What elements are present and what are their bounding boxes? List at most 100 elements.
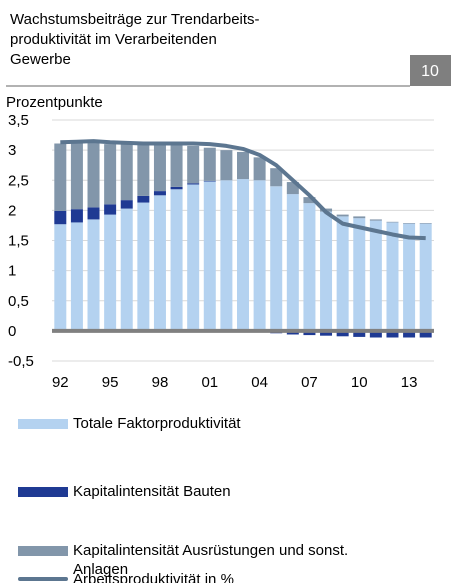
bar-segment bbox=[70, 209, 83, 223]
bar-segment bbox=[187, 183, 200, 185]
legend-swatch bbox=[18, 577, 68, 581]
line bbox=[60, 139, 426, 241]
title-line: Wachstumsbeiträge zur Trendarbeits- bbox=[10, 11, 260, 28]
bar-segment bbox=[386, 221, 399, 223]
bar-segment bbox=[220, 180, 233, 331]
x-tick-label: 07 bbox=[301, 374, 318, 391]
bar-segment bbox=[237, 179, 249, 331]
x-tick-label: 92 bbox=[52, 374, 69, 391]
legend-label: Kapitalintensität Bauten bbox=[73, 483, 231, 500]
bar-segment bbox=[369, 219, 382, 221]
legend-swatch bbox=[18, 546, 68, 556]
bar-segment bbox=[137, 144, 150, 196]
title-line: Gewerbe bbox=[10, 51, 71, 68]
bar-segment bbox=[170, 189, 183, 331]
bar-segment bbox=[137, 202, 150, 331]
legend-item: Arbeitsproduktivität in % bbox=[18, 570, 438, 583]
bar-segment bbox=[153, 191, 166, 196]
bar-segment bbox=[137, 195, 150, 203]
bar-segment bbox=[353, 216, 366, 219]
bar-segment bbox=[286, 194, 299, 331]
bar-segment bbox=[369, 220, 382, 331]
bar-segment bbox=[220, 150, 233, 181]
y-tick-label: 2,5 bbox=[8, 172, 29, 189]
x-tick-label: 95 bbox=[102, 374, 119, 391]
bar-segment bbox=[170, 144, 183, 187]
legend-item: Kapitalintensität Bauten bbox=[18, 482, 438, 501]
bar-segment bbox=[303, 197, 316, 204]
bar-segment bbox=[153, 144, 166, 192]
bar-segment bbox=[386, 222, 399, 331]
y-tick-label: 1,5 bbox=[8, 233, 29, 250]
bar-segment bbox=[320, 330, 333, 336]
bar-segment bbox=[203, 181, 216, 331]
bar-segment bbox=[153, 195, 166, 331]
bar-segment bbox=[369, 330, 382, 338]
bar-segment bbox=[303, 330, 316, 336]
bar-segment bbox=[336, 216, 349, 331]
bar-segment bbox=[270, 186, 283, 331]
bar-segment bbox=[203, 147, 216, 181]
y-tick-label: 3 bbox=[8, 142, 16, 159]
legend-item: Totale Faktorproduktivität bbox=[18, 414, 438, 433]
bar-segment bbox=[353, 218, 366, 331]
bar-segment bbox=[237, 151, 249, 180]
bar-segment bbox=[403, 330, 416, 338]
x-tick-label: 13 bbox=[401, 374, 418, 391]
legend-swatch bbox=[18, 419, 68, 429]
bar-segment bbox=[353, 330, 366, 337]
bar-segment bbox=[104, 144, 117, 205]
bar-segment bbox=[386, 330, 399, 338]
bar-segment bbox=[70, 142, 83, 210]
bar-segment bbox=[54, 210, 67, 225]
bar-segment bbox=[120, 208, 133, 331]
y-axis-label: Prozentpunkte bbox=[6, 94, 103, 111]
bar-segment bbox=[70, 222, 83, 331]
bar-segment bbox=[187, 145, 200, 184]
bar-segment bbox=[419, 330, 432, 338]
bar-segment bbox=[120, 144, 133, 201]
bar-segment bbox=[54, 224, 67, 331]
legend-swatch bbox=[18, 487, 68, 497]
bar-segment bbox=[170, 186, 183, 190]
bar-segment bbox=[403, 223, 416, 331]
x-tick-label: 10 bbox=[351, 374, 368, 391]
bar-segment bbox=[336, 214, 349, 217]
bar-segment bbox=[253, 157, 266, 181]
badge-box bbox=[410, 55, 451, 86]
y-tick-label: 0 bbox=[8, 323, 16, 340]
legend-label: Totale Faktorproduktivität bbox=[73, 415, 241, 432]
x-tick-label: 01 bbox=[201, 374, 218, 391]
legend-label: Arbeitsproduktivität in % bbox=[73, 571, 234, 583]
bar-segment bbox=[403, 223, 416, 224]
bar-segment bbox=[336, 330, 349, 337]
chart: Wachstumsbeiträge zur Trendarbeits- prod… bbox=[6, 11, 451, 391]
bar-segment bbox=[303, 203, 316, 331]
bar-segment bbox=[203, 180, 216, 182]
bar-segment bbox=[104, 214, 117, 331]
bar-segment bbox=[120, 200, 133, 209]
bar-segment bbox=[253, 180, 266, 331]
y-tick-label: -0,5 bbox=[8, 353, 34, 370]
bar-segment bbox=[104, 204, 117, 215]
bar-segment bbox=[87, 219, 100, 331]
bar-segment bbox=[270, 168, 283, 187]
bar-segment bbox=[54, 143, 67, 211]
bar-segment bbox=[87, 142, 100, 208]
y-tick-label: 2 bbox=[8, 202, 16, 219]
bar-segment bbox=[87, 207, 100, 220]
legend: Totale Faktorproduktivität Kapitalintensi… bbox=[0, 400, 451, 583]
badge: 10 bbox=[421, 63, 439, 80]
bar-segment bbox=[419, 223, 432, 224]
x-tick-label: 04 bbox=[251, 374, 268, 391]
y-tick-label: 1 bbox=[8, 263, 16, 280]
title-line: produktivität im Verarbeitenden bbox=[10, 31, 217, 48]
y-tick-label: 0,5 bbox=[8, 293, 29, 310]
y-tick-label: 3,5 bbox=[8, 112, 29, 129]
legend-item: Kapitalintensität Ausrüstungen und sonst… bbox=[18, 541, 438, 579]
bar-segment bbox=[419, 223, 432, 331]
legend-label: Kapitalintensität Ausrüstungen und sonst… bbox=[73, 542, 349, 578]
bar-segment bbox=[187, 184, 200, 331]
x-tick-label: 98 bbox=[152, 374, 169, 391]
